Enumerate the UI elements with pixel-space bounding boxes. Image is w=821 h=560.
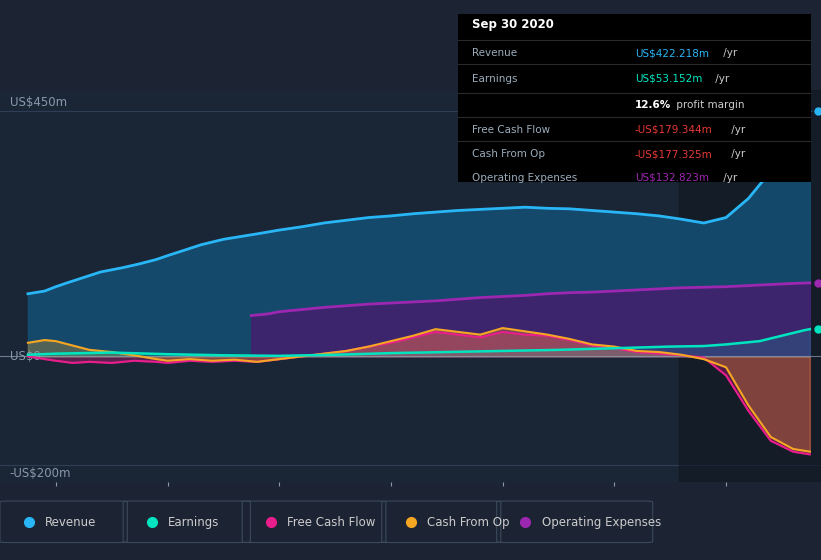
Text: profit margin: profit margin: [673, 100, 745, 110]
Text: Earnings: Earnings: [168, 516, 220, 529]
Text: US$53.152m: US$53.152m: [635, 74, 702, 83]
Text: /yr: /yr: [728, 125, 745, 135]
Text: -US$200m: -US$200m: [10, 467, 71, 480]
Text: Earnings: Earnings: [472, 74, 518, 83]
Text: Operating Expenses: Operating Expenses: [542, 516, 661, 529]
Bar: [679, 90, 821, 482]
Text: Revenue: Revenue: [472, 49, 517, 58]
Text: US$132.823m: US$132.823m: [635, 173, 709, 183]
Text: Cash From Op: Cash From Op: [427, 516, 509, 529]
Text: Free Cash Flow: Free Cash Flow: [287, 516, 376, 529]
Text: -US$179.344m: -US$179.344m: [635, 125, 713, 135]
Text: Cash From Op: Cash From Op: [472, 150, 545, 159]
Text: /yr: /yr: [720, 173, 737, 183]
Text: /yr: /yr: [720, 49, 737, 58]
Text: Operating Expenses: Operating Expenses: [472, 173, 577, 183]
Text: Sep 30 2020: Sep 30 2020: [472, 18, 554, 31]
Text: US$0: US$0: [10, 350, 40, 363]
Text: Free Cash Flow: Free Cash Flow: [472, 125, 550, 135]
Text: -US$177.325m: -US$177.325m: [635, 150, 713, 159]
Text: /yr: /yr: [713, 74, 730, 83]
Text: US$422.218m: US$422.218m: [635, 49, 709, 58]
Text: /yr: /yr: [728, 150, 745, 159]
Text: 12.6%: 12.6%: [635, 100, 671, 110]
Text: Revenue: Revenue: [45, 516, 97, 529]
Text: US$450m: US$450m: [10, 96, 67, 109]
